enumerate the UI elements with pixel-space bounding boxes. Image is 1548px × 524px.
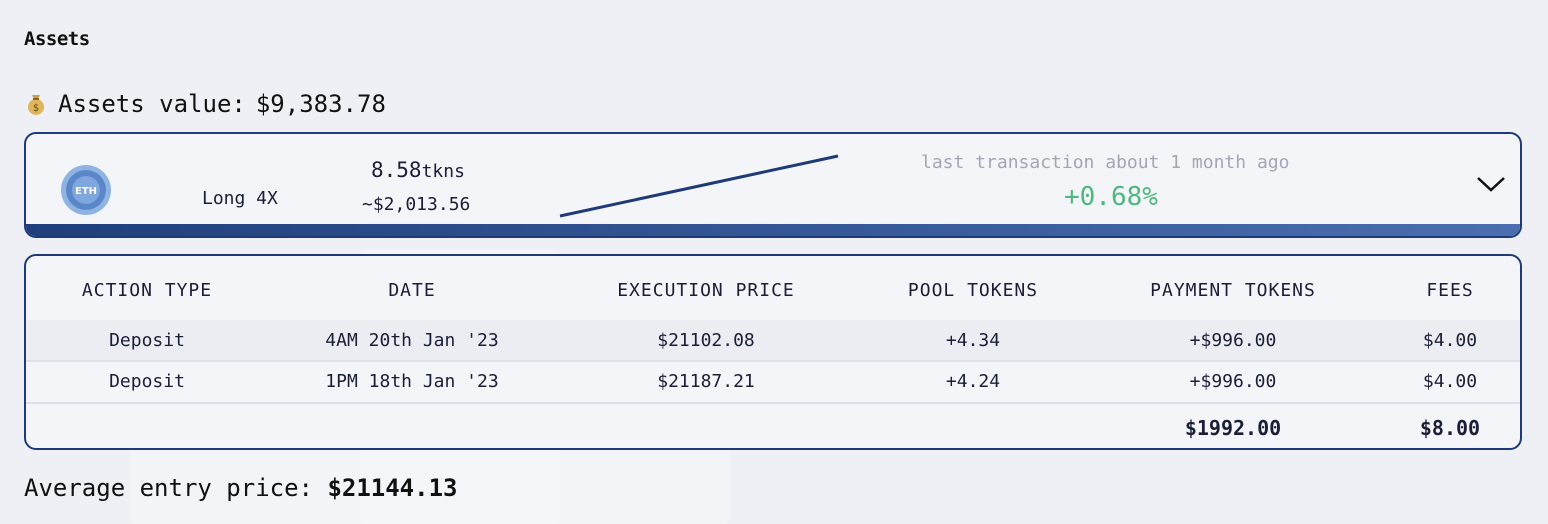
cell-date: 1PM 18th Jan '23	[325, 371, 499, 392]
cell-fees: $4.00	[1422, 330, 1478, 351]
last-transaction-text: last transaction about 1 month ago	[921, 152, 1290, 173]
cell-fees: $4.00	[1422, 371, 1478, 392]
card-bottom-bar	[26, 224, 1520, 236]
price-sparkline	[559, 154, 839, 218]
assets-value-amount: $9,383.78	[255, 90, 386, 118]
usd-value: ~$2,013.56	[362, 194, 471, 215]
cell-date: 4AM 20th Jan '23	[325, 330, 499, 351]
row-divider	[26, 360, 1520, 362]
section-title: Assets	[24, 28, 90, 50]
cell-payment-tokens: +$996.00	[1189, 371, 1277, 392]
cell-payment-tokens: +$996.00	[1189, 330, 1277, 351]
token-icon-text: ETH	[75, 186, 97, 197]
header-execution-price: EXECUTION PRICE	[617, 280, 795, 301]
transactions-table: ACTION TYPE DATE EXECUTION PRICE POOL TO…	[24, 254, 1522, 450]
cell-pool-tokens: +4.24	[945, 371, 1001, 392]
sparkline-line	[559, 154, 839, 218]
average-entry-price: Average entry price: $21144.13	[24, 474, 457, 502]
header-payment-tokens: PAYMENT TOKENS	[1150, 280, 1316, 301]
tokens-amount: 8.58tkns	[371, 158, 465, 182]
position-card[interactable]: ETH Long 4X 8.58tkns ~$2,013.56 last tra…	[24, 132, 1522, 238]
assets-value-label: Assets value:	[58, 90, 246, 118]
eth-token-icon: ETH	[60, 164, 112, 216]
tokens-unit: tkns	[421, 161, 465, 182]
cell-pool-tokens: +4.34	[945, 330, 1001, 351]
cell-execution-price: $21187.21	[657, 371, 755, 392]
total-payment-tokens: $1992.00	[1184, 416, 1282, 440]
header-action-type: ACTION TYPE	[81, 280, 213, 301]
svg-text:$: $	[33, 103, 39, 114]
cell-action-type: Deposit	[109, 371, 185, 392]
header-fees: FEES	[1426, 280, 1474, 301]
average-entry-value: $21144.13	[327, 474, 458, 502]
cell-execution-price: $21102.08	[657, 330, 755, 351]
row-divider	[26, 402, 1520, 404]
change-percent: +0.68%	[1064, 182, 1158, 212]
position-type: Long 4X	[202, 188, 278, 209]
table-row	[26, 320, 1520, 360]
tokens-value: 8.58	[371, 158, 422, 182]
average-entry-label: Average entry price:	[24, 474, 313, 502]
total-fees: $8.00	[1419, 416, 1481, 440]
header-pool-tokens: POOL TOKENS	[907, 280, 1039, 301]
chevron-down-icon[interactable]	[1476, 174, 1506, 194]
money-bag-icon: $	[24, 92, 48, 116]
cell-action-type: Deposit	[109, 330, 185, 351]
assets-value-row: $ Assets value: $9,383.78	[24, 90, 386, 118]
header-date: DATE	[388, 280, 436, 301]
